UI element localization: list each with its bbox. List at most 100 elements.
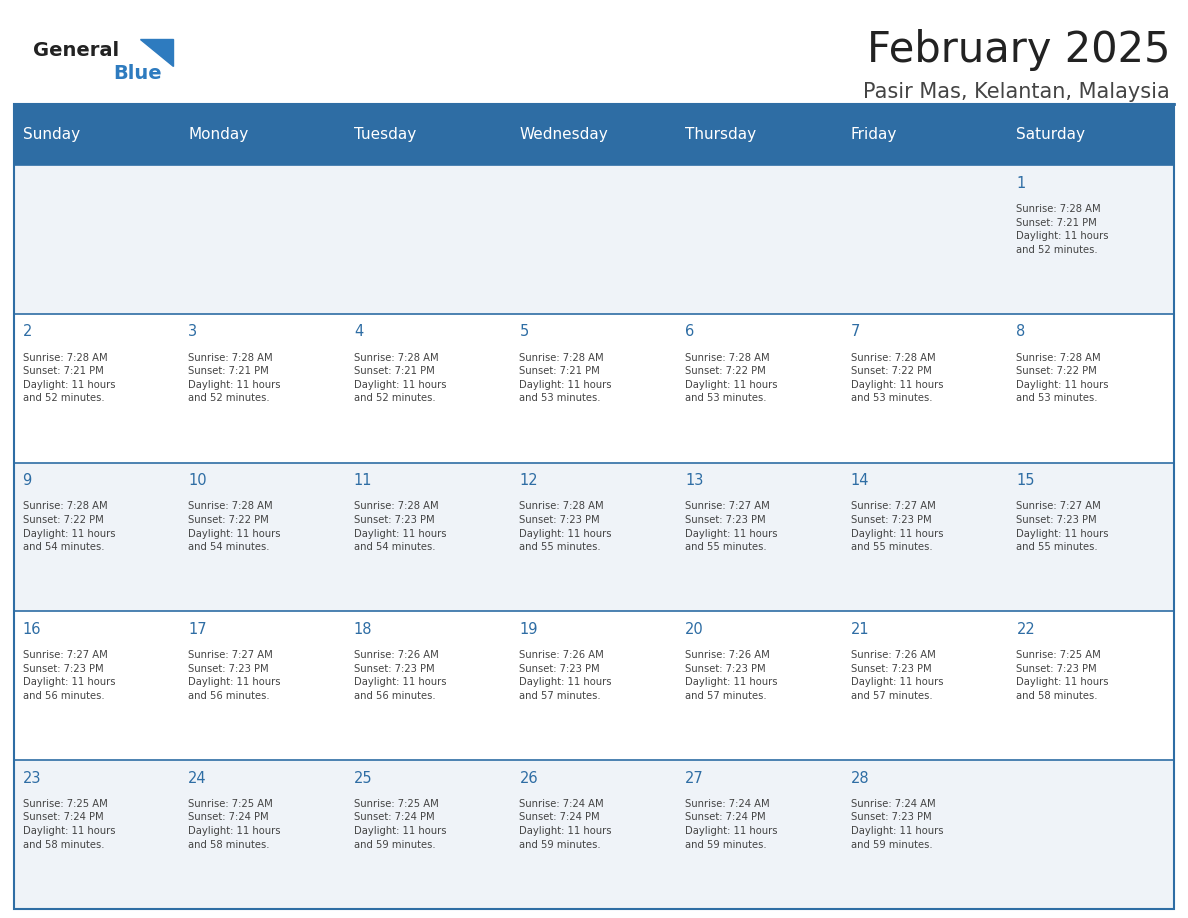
Text: Sunrise: 7:24 AM
Sunset: 7:23 PM
Daylight: 11 hours
and 59 minutes.: Sunrise: 7:24 AM Sunset: 7:23 PM Dayligh… <box>851 799 943 849</box>
Text: Blue: Blue <box>113 64 162 83</box>
Text: Sunrise: 7:27 AM
Sunset: 7:23 PM
Daylight: 11 hours
and 55 minutes.: Sunrise: 7:27 AM Sunset: 7:23 PM Dayligh… <box>851 501 943 552</box>
Text: Sunrise: 7:27 AM
Sunset: 7:23 PM
Daylight: 11 hours
and 56 minutes.: Sunrise: 7:27 AM Sunset: 7:23 PM Dayligh… <box>23 650 115 700</box>
Bar <box>14 104 179 165</box>
Bar <box>511 165 677 314</box>
Text: Wednesday: Wednesday <box>519 127 608 142</box>
Bar <box>346 463 511 611</box>
Text: Sunrise: 7:28 AM
Sunset: 7:21 PM
Daylight: 11 hours
and 52 minutes.: Sunrise: 7:28 AM Sunset: 7:21 PM Dayligh… <box>1017 204 1108 254</box>
Text: 17: 17 <box>188 621 207 637</box>
Text: Sunrise: 7:25 AM
Sunset: 7:24 PM
Daylight: 11 hours
and 58 minutes.: Sunrise: 7:25 AM Sunset: 7:24 PM Dayligh… <box>23 799 115 849</box>
Bar <box>677 463 842 611</box>
Bar <box>14 104 1174 909</box>
Text: 8: 8 <box>1017 324 1025 340</box>
Text: Sunrise: 7:26 AM
Sunset: 7:23 PM
Daylight: 11 hours
and 57 minutes.: Sunrise: 7:26 AM Sunset: 7:23 PM Dayligh… <box>519 650 612 700</box>
Text: Sunrise: 7:28 AM
Sunset: 7:22 PM
Daylight: 11 hours
and 53 minutes.: Sunrise: 7:28 AM Sunset: 7:22 PM Dayligh… <box>1017 353 1108 403</box>
Text: General: General <box>33 41 119 60</box>
Text: Sunrise: 7:24 AM
Sunset: 7:24 PM
Daylight: 11 hours
and 59 minutes.: Sunrise: 7:24 AM Sunset: 7:24 PM Dayligh… <box>685 799 778 849</box>
Text: Thursday: Thursday <box>685 127 757 142</box>
Bar <box>1009 165 1174 314</box>
Text: 9: 9 <box>23 473 32 488</box>
Text: Sunrise: 7:26 AM
Sunset: 7:23 PM
Daylight: 11 hours
and 57 minutes.: Sunrise: 7:26 AM Sunset: 7:23 PM Dayligh… <box>685 650 778 700</box>
Text: Sunrise: 7:28 AM
Sunset: 7:21 PM
Daylight: 11 hours
and 52 minutes.: Sunrise: 7:28 AM Sunset: 7:21 PM Dayligh… <box>354 353 447 403</box>
Bar <box>1009 760 1174 909</box>
Text: 6: 6 <box>685 324 694 340</box>
Text: 21: 21 <box>851 621 870 637</box>
Bar <box>346 611 511 760</box>
Bar <box>511 760 677 909</box>
Text: 3: 3 <box>188 324 197 340</box>
Bar <box>842 165 1009 314</box>
Text: Sunrise: 7:24 AM
Sunset: 7:24 PM
Daylight: 11 hours
and 59 minutes.: Sunrise: 7:24 AM Sunset: 7:24 PM Dayligh… <box>519 799 612 849</box>
Text: 27: 27 <box>685 770 703 786</box>
Text: Sunrise: 7:28 AM
Sunset: 7:22 PM
Daylight: 11 hours
and 53 minutes.: Sunrise: 7:28 AM Sunset: 7:22 PM Dayligh… <box>685 353 778 403</box>
Text: Sunrise: 7:25 AM
Sunset: 7:24 PM
Daylight: 11 hours
and 59 minutes.: Sunrise: 7:25 AM Sunset: 7:24 PM Dayligh… <box>354 799 447 849</box>
Text: Sunrise: 7:26 AM
Sunset: 7:23 PM
Daylight: 11 hours
and 56 minutes.: Sunrise: 7:26 AM Sunset: 7:23 PM Dayligh… <box>354 650 447 700</box>
Bar <box>842 611 1009 760</box>
Bar <box>346 314 511 463</box>
Bar <box>14 760 179 909</box>
Bar <box>179 165 346 314</box>
Bar <box>346 165 511 314</box>
Text: 7: 7 <box>851 324 860 340</box>
Bar <box>14 611 179 760</box>
Bar <box>14 463 179 611</box>
Text: Saturday: Saturday <box>1017 127 1086 142</box>
Bar <box>842 760 1009 909</box>
Text: 2: 2 <box>23 324 32 340</box>
Text: Sunday: Sunday <box>23 127 80 142</box>
Text: 11: 11 <box>354 473 372 488</box>
Bar <box>1009 463 1174 611</box>
Text: 12: 12 <box>519 473 538 488</box>
Text: Pasir Mas, Kelantan, Malaysia: Pasir Mas, Kelantan, Malaysia <box>864 82 1170 102</box>
Bar <box>511 314 677 463</box>
Text: 13: 13 <box>685 473 703 488</box>
Bar <box>14 165 179 314</box>
Text: 10: 10 <box>188 473 207 488</box>
Text: 22: 22 <box>1017 621 1035 637</box>
Polygon shape <box>140 39 173 66</box>
Bar <box>179 760 346 909</box>
Bar <box>677 760 842 909</box>
Bar <box>677 104 842 165</box>
Text: 19: 19 <box>519 621 538 637</box>
Text: 26: 26 <box>519 770 538 786</box>
Text: Sunrise: 7:28 AM
Sunset: 7:21 PM
Daylight: 11 hours
and 52 minutes.: Sunrise: 7:28 AM Sunset: 7:21 PM Dayligh… <box>188 353 280 403</box>
Bar <box>677 314 842 463</box>
Bar <box>677 165 842 314</box>
Text: 15: 15 <box>1017 473 1035 488</box>
Text: Sunrise: 7:27 AM
Sunset: 7:23 PM
Daylight: 11 hours
and 55 minutes.: Sunrise: 7:27 AM Sunset: 7:23 PM Dayligh… <box>685 501 778 552</box>
Bar <box>179 611 346 760</box>
Bar <box>179 463 346 611</box>
Text: Sunrise: 7:28 AM
Sunset: 7:22 PM
Daylight: 11 hours
and 53 minutes.: Sunrise: 7:28 AM Sunset: 7:22 PM Dayligh… <box>851 353 943 403</box>
Text: Friday: Friday <box>851 127 897 142</box>
Text: 5: 5 <box>519 324 529 340</box>
Text: Sunrise: 7:28 AM
Sunset: 7:21 PM
Daylight: 11 hours
and 52 minutes.: Sunrise: 7:28 AM Sunset: 7:21 PM Dayligh… <box>23 353 115 403</box>
Text: 24: 24 <box>188 770 207 786</box>
Text: 28: 28 <box>851 770 870 786</box>
Text: 4: 4 <box>354 324 364 340</box>
Text: Tuesday: Tuesday <box>354 127 416 142</box>
Bar <box>1009 611 1174 760</box>
Text: Sunrise: 7:27 AM
Sunset: 7:23 PM
Daylight: 11 hours
and 55 minutes.: Sunrise: 7:27 AM Sunset: 7:23 PM Dayligh… <box>1017 501 1108 552</box>
Bar <box>842 463 1009 611</box>
Text: Sunrise: 7:25 AM
Sunset: 7:24 PM
Daylight: 11 hours
and 58 minutes.: Sunrise: 7:25 AM Sunset: 7:24 PM Dayligh… <box>188 799 280 849</box>
Bar <box>842 104 1009 165</box>
Text: 23: 23 <box>23 770 42 786</box>
Text: Sunrise: 7:25 AM
Sunset: 7:23 PM
Daylight: 11 hours
and 58 minutes.: Sunrise: 7:25 AM Sunset: 7:23 PM Dayligh… <box>1017 650 1108 700</box>
Bar <box>14 314 179 463</box>
Text: 20: 20 <box>685 621 703 637</box>
Text: Sunrise: 7:28 AM
Sunset: 7:23 PM
Daylight: 11 hours
and 54 minutes.: Sunrise: 7:28 AM Sunset: 7:23 PM Dayligh… <box>354 501 447 552</box>
Text: Sunrise: 7:28 AM
Sunset: 7:21 PM
Daylight: 11 hours
and 53 minutes.: Sunrise: 7:28 AM Sunset: 7:21 PM Dayligh… <box>519 353 612 403</box>
Text: 14: 14 <box>851 473 870 488</box>
Text: Monday: Monday <box>188 127 248 142</box>
Bar <box>842 314 1009 463</box>
Bar <box>1009 104 1174 165</box>
Text: 16: 16 <box>23 621 42 637</box>
Text: Sunrise: 7:28 AM
Sunset: 7:22 PM
Daylight: 11 hours
and 54 minutes.: Sunrise: 7:28 AM Sunset: 7:22 PM Dayligh… <box>23 501 115 552</box>
Bar <box>677 611 842 760</box>
Bar <box>179 314 346 463</box>
Text: February 2025: February 2025 <box>867 29 1170 72</box>
Bar <box>179 104 346 165</box>
Text: 25: 25 <box>354 770 373 786</box>
Text: Sunrise: 7:26 AM
Sunset: 7:23 PM
Daylight: 11 hours
and 57 minutes.: Sunrise: 7:26 AM Sunset: 7:23 PM Dayligh… <box>851 650 943 700</box>
